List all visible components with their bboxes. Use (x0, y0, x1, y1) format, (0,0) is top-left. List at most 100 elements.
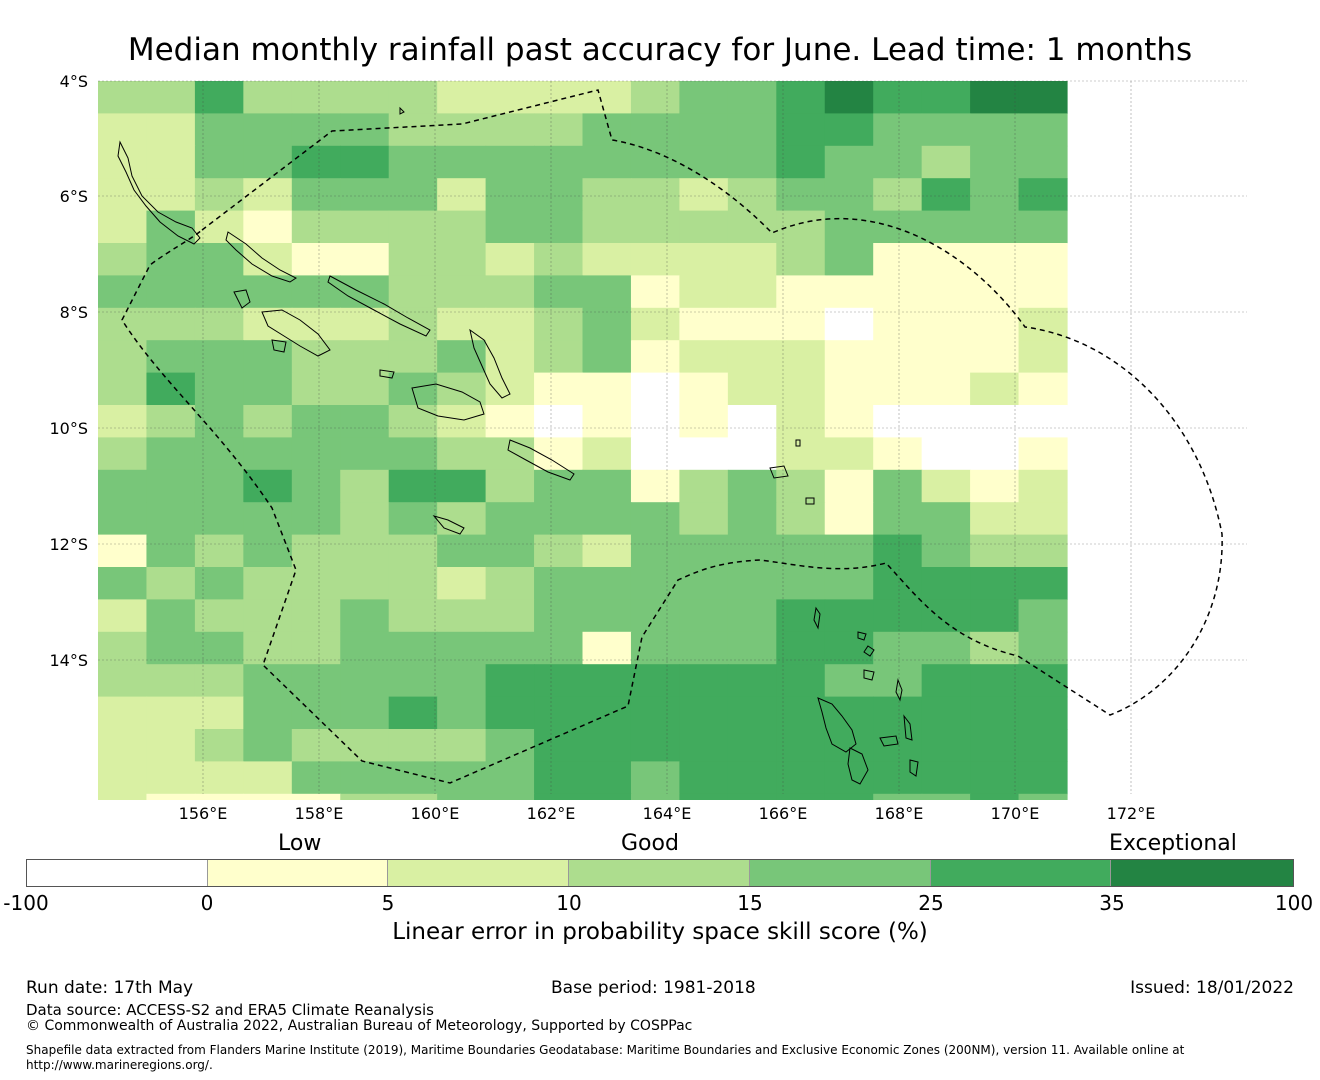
grid-cell (146, 599, 196, 633)
lat-label-8s: 8°S (59, 303, 88, 322)
grid-cell (534, 178, 584, 212)
grid-cell (437, 178, 487, 212)
skill-grid (98, 81, 1068, 800)
grid-cell (1018, 340, 1068, 374)
grid-cell (340, 761, 390, 795)
grid-cell (485, 307, 535, 341)
grid-cell (776, 696, 826, 730)
grid-cell (98, 307, 148, 341)
grid-cell (485, 372, 535, 406)
grid-cell (146, 664, 196, 698)
grid-cell (630, 502, 680, 536)
grid-cell (534, 113, 584, 147)
grid-cell (291, 534, 341, 568)
grid-cell (873, 405, 923, 438)
santa-cruz-island (769, 465, 789, 479)
grid-cell (679, 210, 729, 244)
colorbar-tick: 35 (1099, 891, 1125, 915)
grid-cell (243, 113, 293, 147)
grid-cell (727, 210, 777, 244)
grid-cell (679, 307, 729, 341)
grid-cell (921, 793, 971, 800)
lon-label-166e: 166°E (758, 804, 808, 823)
grid-cell (485, 664, 535, 698)
grid-cell (534, 664, 584, 698)
grid-cell (291, 502, 341, 536)
category-low: Low (278, 831, 322, 856)
grid-cell (340, 599, 390, 633)
grid-cell (873, 761, 923, 795)
grid-cell (340, 729, 390, 762)
grid-cell (970, 210, 1020, 244)
grid-cell (291, 178, 341, 212)
grid-cell (437, 729, 487, 762)
grid-cell (824, 631, 874, 665)
grid-cell (582, 761, 632, 795)
grid-cell (1018, 275, 1068, 309)
grid-cell (437, 502, 487, 536)
grid-cell (291, 372, 341, 406)
grid-cell (582, 599, 632, 633)
choiseul-island (225, 231, 297, 283)
grid-cell (146, 372, 196, 406)
grid-cell (243, 307, 293, 341)
grid-cell (582, 793, 632, 800)
grid-cell (243, 599, 293, 633)
grid-cell (194, 210, 244, 244)
colorbar-tick: 10 (556, 891, 582, 915)
grid-cell (921, 502, 971, 536)
grid-cell (534, 761, 584, 795)
grid-cell (340, 210, 390, 244)
grid-cell (485, 437, 535, 471)
rennell-island (432, 515, 465, 535)
grid-cell (727, 145, 777, 179)
grid-cell (243, 178, 293, 212)
grid-cell (679, 275, 729, 309)
grid-cell (921, 340, 971, 374)
grid-cell (1018, 372, 1068, 406)
grid-cell (194, 761, 244, 795)
grid-cell (776, 340, 826, 374)
grid-cell (146, 793, 196, 800)
grid-cell (291, 696, 341, 730)
grid-cell (388, 437, 438, 471)
grid-cell (582, 696, 632, 730)
grid-cell (243, 664, 293, 698)
grid-cell (1018, 729, 1068, 762)
grid-cell (340, 340, 390, 374)
grid-cell (291, 437, 341, 471)
grid-cell (824, 243, 874, 276)
grid-cell (534, 307, 584, 341)
grid-cell (630, 469, 680, 503)
colorbar-tick: 5 (381, 891, 395, 915)
grid-cell (970, 761, 1020, 795)
grid-cell (970, 340, 1020, 374)
shapefile-credit: Shapefile data extracted from Flanders M… (26, 1043, 1185, 1057)
grid-cell (437, 534, 487, 568)
grid-cell (340, 793, 390, 800)
grid-cell (243, 372, 293, 406)
grid-cell (291, 275, 341, 309)
grid-cell (679, 696, 729, 730)
grid-cell (388, 502, 438, 536)
grid-cell (727, 761, 777, 795)
grid-cell (679, 502, 729, 536)
grid-cell (970, 113, 1020, 147)
grid-cell (776, 178, 826, 212)
grid-cell (437, 210, 487, 244)
grid-cell (679, 340, 729, 374)
grid-cell (679, 567, 729, 600)
grid-cell (98, 729, 148, 762)
grid-cell (534, 696, 584, 730)
grid-cell (98, 567, 148, 600)
colorbar-label: Linear error in probability space skill … (392, 919, 928, 945)
tinakula-island (795, 439, 801, 447)
grid-cell (630, 372, 680, 406)
grid-cell (679, 631, 729, 665)
maewo-island (895, 678, 903, 702)
grid-cell (388, 567, 438, 600)
grid-cell (679, 437, 729, 471)
grid-cell (485, 469, 535, 503)
grid-cell (630, 696, 680, 730)
grid-cell (437, 664, 487, 698)
